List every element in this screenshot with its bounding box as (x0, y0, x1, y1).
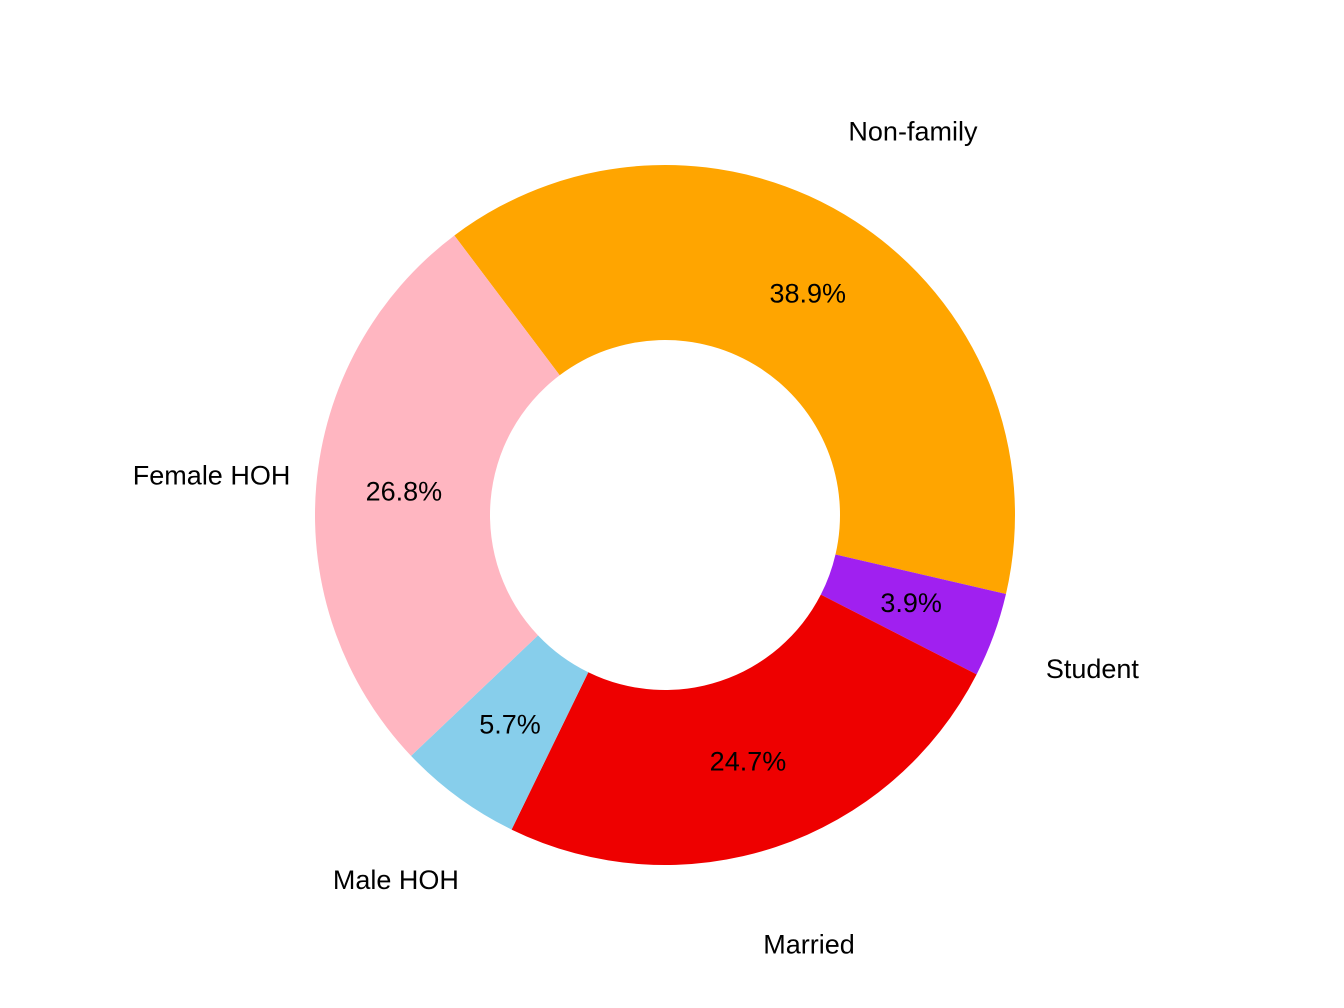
donut-slice (454, 165, 1015, 594)
donut-slice (820, 554, 1006, 675)
value-label: 5.7% (479, 709, 541, 739)
category-label: Student (1046, 654, 1140, 684)
value-label: 24.7% (710, 747, 787, 777)
value-label: 3.9% (880, 588, 942, 618)
category-label: Non-family (848, 117, 978, 147)
donut-slice (411, 635, 589, 830)
category-label: Female HOH (133, 460, 291, 490)
category-label: Male HOH (333, 865, 459, 895)
donut-slice (511, 594, 977, 865)
category-label: Married (763, 930, 855, 960)
value-label: 26.8% (366, 476, 443, 506)
value-label: 38.9% (769, 278, 846, 308)
donut-slice (315, 235, 560, 756)
